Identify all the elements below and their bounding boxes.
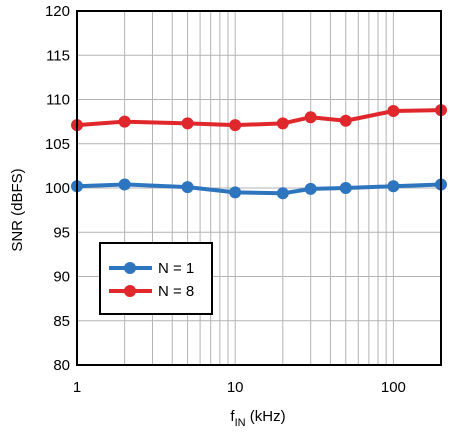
data-point-n1 bbox=[229, 186, 242, 199]
x-tick-label: 10 bbox=[227, 379, 244, 396]
data-point-n1 bbox=[276, 187, 289, 200]
y-tick-label: 115 bbox=[46, 47, 70, 64]
y-tick-label: 95 bbox=[53, 224, 70, 241]
legend: N = 1 N = 8 bbox=[99, 242, 213, 315]
y-tick-label: 105 bbox=[45, 136, 70, 153]
plot-frame bbox=[76, 10, 442, 366]
legend-entry-n8: N = 8 bbox=[109, 283, 194, 300]
x-tick-label: 1 bbox=[73, 379, 81, 396]
data-point-n8 bbox=[276, 117, 289, 130]
y-tick-label: 100 bbox=[45, 180, 70, 197]
legend-entry-n1: N = 1 bbox=[109, 260, 194, 277]
series-group bbox=[71, 104, 447, 200]
data-point-n1 bbox=[387, 180, 400, 193]
data-point-n1 bbox=[118, 178, 131, 191]
data-point-n1 bbox=[339, 182, 352, 194]
data-point-n8 bbox=[118, 115, 131, 128]
legend-label-n8: N = 8 bbox=[158, 283, 194, 300]
y-tick-label: 80 bbox=[53, 357, 70, 374]
legend-label-n1: N = 1 bbox=[158, 260, 194, 277]
data-point-n1 bbox=[304, 182, 317, 195]
data-point-n8 bbox=[387, 105, 400, 118]
x-tick-label: 100 bbox=[381, 379, 406, 396]
y-tick-label: 120 bbox=[45, 3, 70, 20]
x-axis-label-main: f bbox=[230, 408, 235, 425]
legend-marker-n1 bbox=[124, 262, 136, 274]
data-point-n8 bbox=[304, 111, 317, 124]
x-axis-label: fIN (kHz) bbox=[230, 408, 285, 429]
y-tick-label: 110 bbox=[46, 92, 70, 109]
data-point-n8 bbox=[229, 119, 242, 132]
data-point-n1 bbox=[181, 181, 194, 194]
data-point-n8 bbox=[181, 117, 194, 130]
y-tick-label: 90 bbox=[53, 269, 70, 286]
y-tick-label: 85 bbox=[53, 313, 70, 330]
data-point-n8 bbox=[339, 114, 352, 127]
x-axis-label-unit: (kHz) bbox=[246, 408, 286, 425]
y-axis-label: SNR (dBFS) bbox=[9, 168, 26, 251]
x-axis-label-subscript: IN bbox=[235, 417, 246, 429]
legend-box bbox=[99, 242, 213, 315]
legend-marker-n8 bbox=[124, 285, 136, 297]
